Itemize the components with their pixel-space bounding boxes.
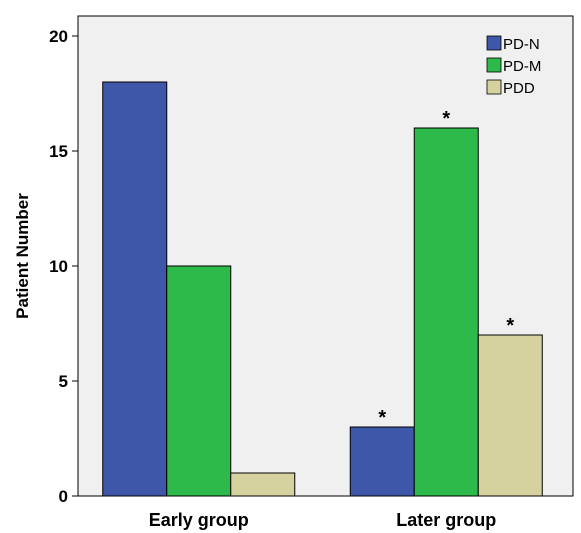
legend-label-pd-m: PD-M — [503, 58, 541, 75]
legend: PD-N PD-M PDD — [486, 35, 541, 97]
y-tick-label: 5 — [59, 372, 68, 391]
bar-pdd-0 — [230, 472, 296, 497]
legend-label-pd-n: PD-N — [503, 36, 540, 53]
significance-marker: * — [442, 108, 450, 130]
y-tick-label: 20 — [49, 27, 68, 46]
y-tick-label: 0 — [59, 487, 68, 506]
significance-marker: * — [378, 407, 386, 429]
bar-pdd-1 — [477, 334, 543, 497]
legend-swatch-pd-n — [486, 35, 502, 51]
legend-swatch-pd-m — [486, 57, 502, 73]
y-tick-label: 15 — [49, 142, 68, 161]
x-category-label: Early group — [149, 510, 249, 530]
y-axis-title: Patient Number — [13, 193, 32, 319]
bar-pd-m-0 — [166, 265, 232, 497]
legend-swatch-pdd — [486, 79, 502, 95]
x-category-label: Later group — [396, 510, 496, 530]
bar-pd-n-1 — [349, 426, 415, 497]
bar-pd-m-1 — [413, 127, 479, 497]
bar-pd-n-0 — [102, 81, 168, 497]
legend-label-pdd: PDD — [503, 80, 535, 97]
y-tick-label: 10 — [49, 257, 68, 276]
significance-marker: * — [506, 315, 514, 337]
